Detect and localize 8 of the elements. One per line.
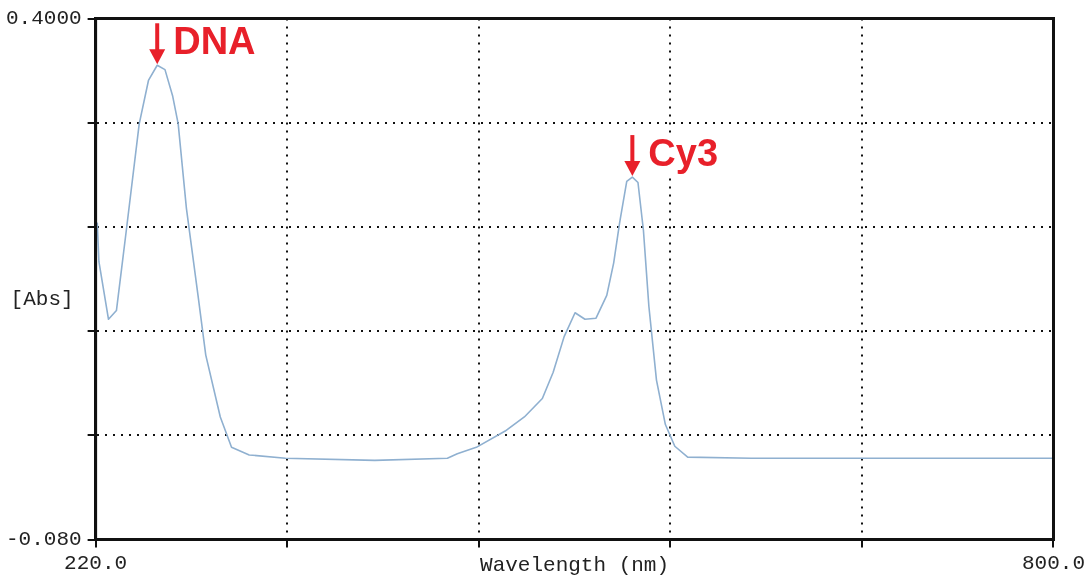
y-tick-label: 0.4000 (5, 7, 82, 31)
y-axis-title: [Abs] (10, 287, 74, 311)
y-tick-label: -0.080 (5, 528, 82, 552)
annotation: DNA (173, 19, 256, 62)
annotation: Cy3 (648, 131, 719, 174)
x-axis-title: Wavelength (nm) (480, 553, 670, 577)
x-tick-label: 800.0 (1021, 551, 1085, 575)
x-tick-label: 220.0 (64, 551, 128, 575)
